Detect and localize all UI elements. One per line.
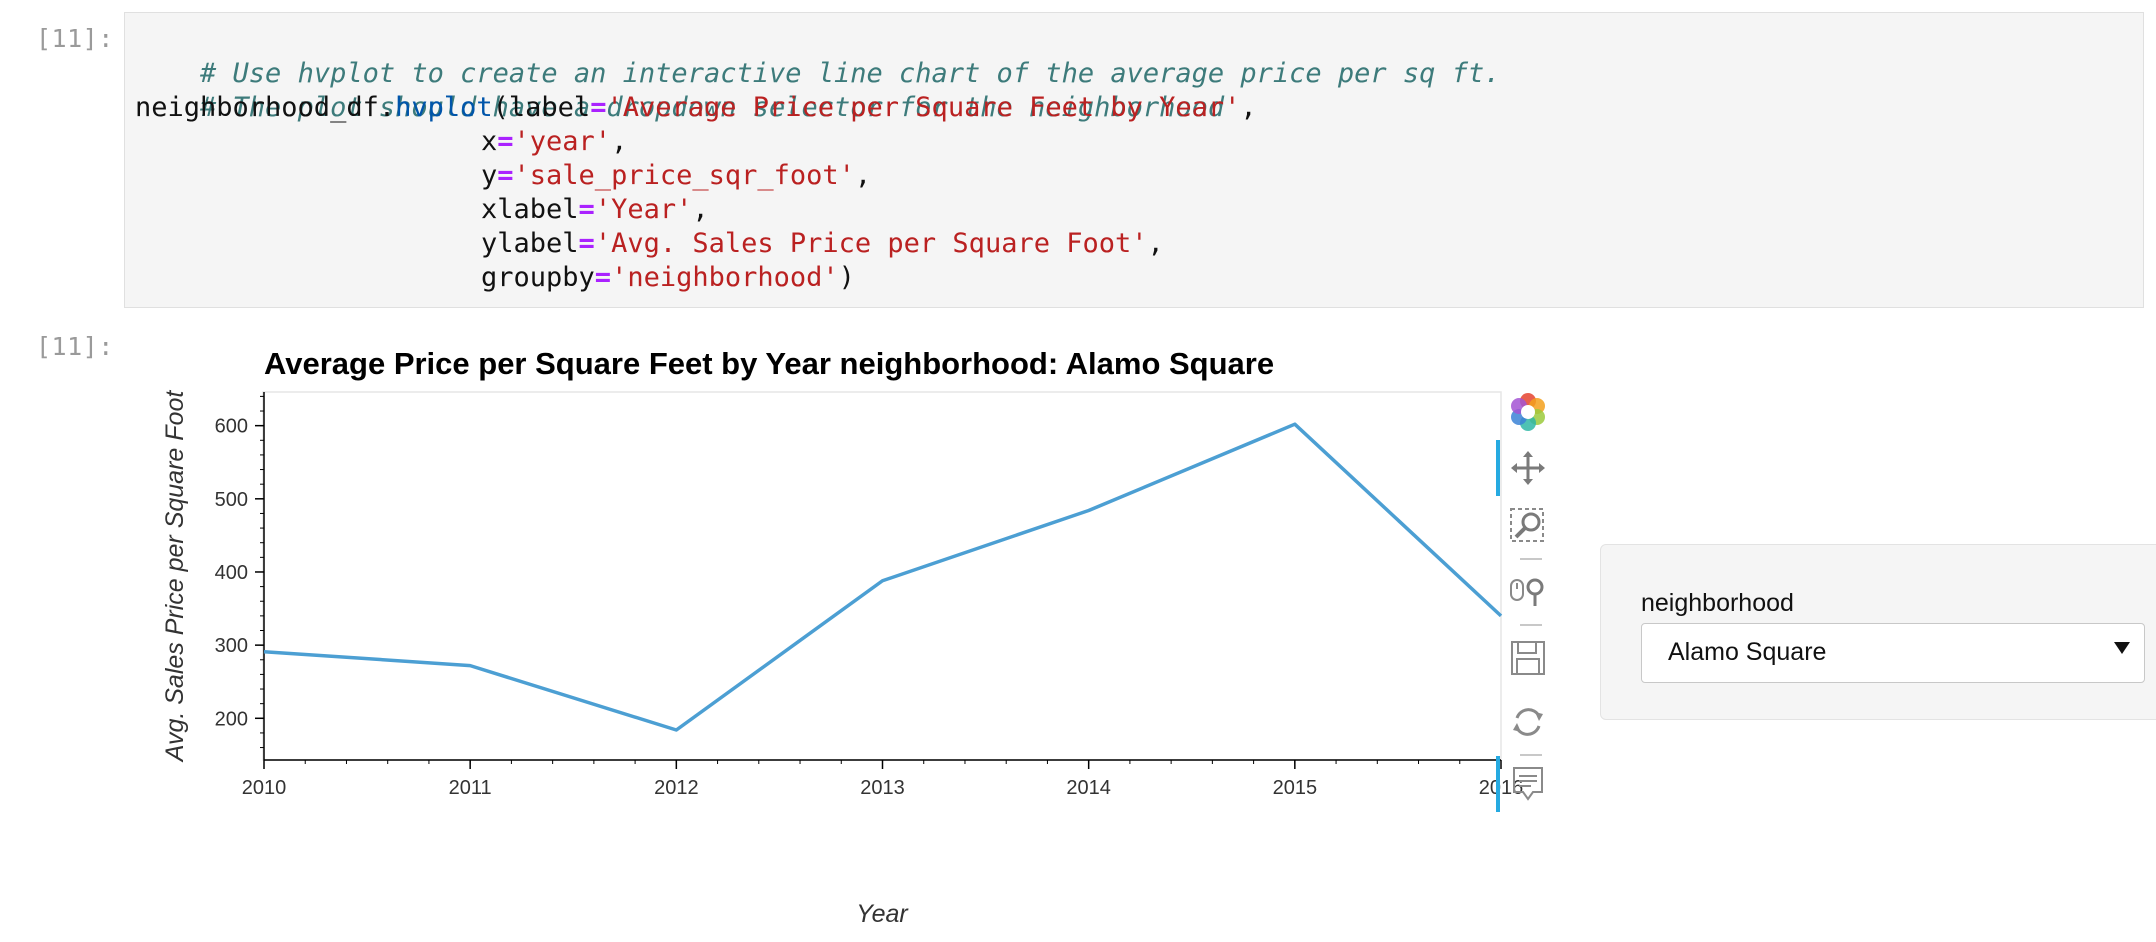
bokeh-logo[interactable] xyxy=(1494,384,1562,440)
code-line-5: y='sale_price_sqr_foot', xyxy=(481,159,871,193)
code-text: , xyxy=(1147,228,1164,259)
code-operator: = xyxy=(497,126,514,157)
line-chart[interactable]: Average Price per Square Feet by Year ne… xyxy=(0,320,1560,942)
hover-tool-icon xyxy=(1513,767,1543,801)
code-string: 'neighborhood' xyxy=(611,262,839,293)
x-axis: 2010 2011 2012 2013 2014 2015 2016 xyxy=(242,759,1524,799)
plot-frame xyxy=(262,391,1502,761)
code-string: 'year' xyxy=(513,126,612,157)
code-comment: # Use hvplot to create an interactive li… xyxy=(200,58,1501,89)
box-zoom-tool-icon xyxy=(1510,508,1544,542)
x-axis-label: Year xyxy=(856,900,909,928)
code-keyword-arg: ylabel xyxy=(481,228,579,259)
reset-tool-icon xyxy=(1513,708,1543,736)
code-operator: = xyxy=(578,194,595,225)
pan-tool-icon xyxy=(1511,451,1545,485)
code-cell[interactable]: # Use hvplot to create an interactive li… xyxy=(124,12,2144,308)
neighborhood-label: neighborhood xyxy=(1641,589,1794,617)
wheel-zoom-tool-icon xyxy=(1510,578,1544,606)
code-operator: = xyxy=(578,228,595,259)
code-comment: # The plot should have a dropdown select… xyxy=(200,92,1225,123)
code-string: 'Year' xyxy=(594,194,693,225)
bokeh-logo-icon xyxy=(1511,393,1545,431)
wheel-zoom-tool-button[interactable] xyxy=(1494,564,1562,620)
code-text: , xyxy=(611,126,628,157)
save-tool-icon xyxy=(1511,641,1545,675)
neighborhood-dropdown[interactable]: Alamo Square xyxy=(1641,623,2145,683)
neighborhood-selected-value: Alamo Square xyxy=(1668,638,1827,666)
code-text: , xyxy=(692,194,709,225)
code-line-7: ylabel='Avg. Sales Price per Square Foot… xyxy=(481,227,1164,261)
pan-tool-button[interactable] xyxy=(1494,440,1562,496)
toolbar-divider xyxy=(1520,624,1542,626)
code-line-2: # The plot should have a dropdown select… xyxy=(135,57,1224,159)
code-line-1: # Use hvplot to create an interactive li… xyxy=(135,23,1500,125)
code-string: 'Average Price per Square Feet by Year' xyxy=(606,92,1241,123)
y-tick-label: 400 xyxy=(215,562,248,584)
code-keyword-arg: xlabel xyxy=(481,194,579,225)
y-tick-label: 600 xyxy=(215,416,248,438)
toolbar-divider xyxy=(1520,558,1542,560)
x-tick-label: 2011 xyxy=(449,777,492,799)
code-text: (label xyxy=(492,92,591,123)
code-text: , xyxy=(1240,92,1257,123)
code-line-8: groupby='neighborhood') xyxy=(481,261,855,295)
code-keyword-arg: x xyxy=(481,126,498,157)
caret-down-icon xyxy=(2114,642,2130,654)
code-line-6: xlabel='Year', xyxy=(481,193,709,227)
toolbar-divider xyxy=(1520,754,1542,756)
code-line-3: neighborhood_df.hvplot(label='Average Pr… xyxy=(135,91,1257,125)
reset-tool-button[interactable] xyxy=(1494,694,1562,750)
widget-panel: neighborhood Alamo Square xyxy=(1600,544,2156,720)
y-axis-label: Avg. Sales Price per Square Foot xyxy=(161,390,189,764)
x-tick-label: 2014 xyxy=(1066,777,1111,799)
x-tick-label: 2013 xyxy=(860,777,905,799)
code-operator: = xyxy=(497,160,514,191)
code-string: 'Avg. Sales Price per Square Foot' xyxy=(594,228,1148,259)
bokeh-toolbar xyxy=(1494,384,1562,812)
code-text: ) xyxy=(838,262,855,293)
output-prompt: [11]: xyxy=(36,332,114,361)
input-prompt: [11]: xyxy=(36,24,114,53)
code-operator: = xyxy=(590,92,607,123)
code-string: 'sale_price_sqr_foot' xyxy=(513,160,855,191)
x-tick-label: 2016 xyxy=(1479,777,1524,799)
series-layer xyxy=(263,422,1503,732)
y-axis: 200 300 400 500 600 xyxy=(215,392,265,760)
code-function: hvplot xyxy=(395,92,493,123)
code-keyword-arg: y xyxy=(481,160,498,191)
x-tick-label: 2012 xyxy=(654,777,699,799)
x-tick-label: 2010 xyxy=(242,777,287,799)
code-keyword-arg: groupby xyxy=(481,262,595,293)
x-tick-label: 2015 xyxy=(1273,777,1318,799)
y-tick-label: 500 xyxy=(215,489,248,511)
code-line-4: x='year', xyxy=(481,125,627,159)
hover-tool-button[interactable] xyxy=(1494,756,1562,812)
box-zoom-tool-button[interactable] xyxy=(1494,498,1562,554)
code-text: , xyxy=(854,160,872,191)
chart-title: Average Price per Square Feet by Year ne… xyxy=(264,346,1274,381)
y-tick-label: 300 xyxy=(215,635,248,657)
code-operator: = xyxy=(594,262,612,293)
code-identifier: neighborhood_df. xyxy=(135,92,396,123)
y-tick-label: 200 xyxy=(215,708,248,730)
save-tool-button[interactable] xyxy=(1494,630,1562,686)
